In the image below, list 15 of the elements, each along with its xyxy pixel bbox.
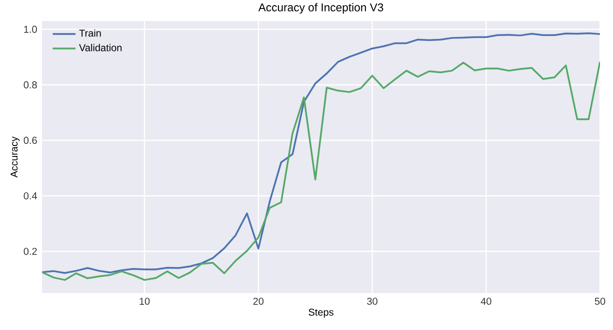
legend-label: Validation bbox=[79, 44, 122, 52]
y-tick-label: 0.6 bbox=[24, 136, 37, 144]
x-axis-title: Steps bbox=[308, 308, 334, 318]
y-tick-label: 0.2 bbox=[24, 248, 37, 255]
y-tick-label: 1.0 bbox=[24, 26, 37, 33]
chart-title: Accuracy of Inception V3 bbox=[258, 3, 384, 14]
x-tick-label: 40 bbox=[480, 298, 492, 305]
y-tick-label: 0.4 bbox=[24, 192, 38, 200]
y-axis-title: Accuracy bbox=[10, 136, 20, 178]
x-tick-label: 30 bbox=[367, 298, 378, 305]
legend-label: Train bbox=[79, 29, 101, 37]
x-tick-label: 50 bbox=[594, 298, 606, 305]
x-tick-label: 20 bbox=[253, 298, 264, 305]
x-tick-label: 10 bbox=[140, 298, 150, 305]
y-tick-label: 0.8 bbox=[24, 81, 37, 88]
